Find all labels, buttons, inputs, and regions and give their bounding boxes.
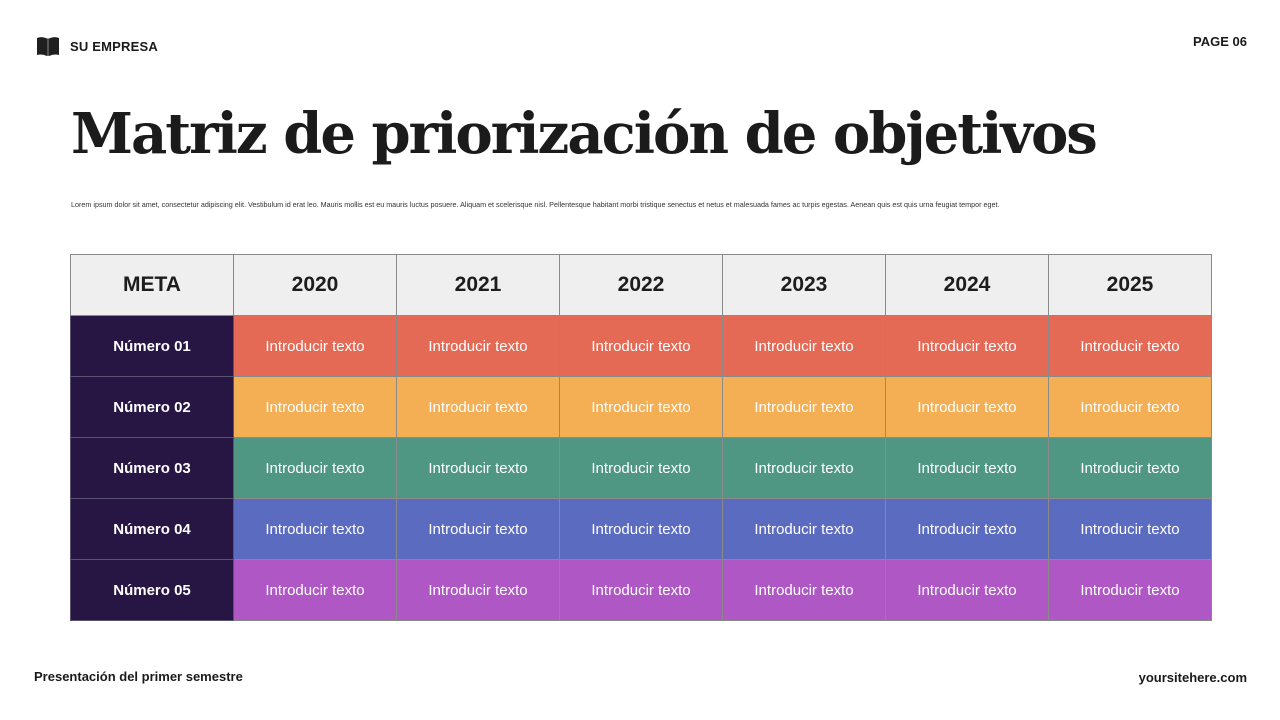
open-book-icon — [36, 35, 60, 57]
table-cell[interactable]: Introducir texto — [722, 315, 886, 377]
priority-matrix-table: META 2020 2021 2022 2023 2024 2025 Númer… — [70, 254, 1212, 621]
table-row: Número 04 Introducir texto Introducir te… — [70, 498, 1212, 560]
table-cell[interactable]: Introducir texto — [1048, 559, 1212, 621]
table-cell[interactable]: Introducir texto — [233, 498, 397, 560]
row-label: Número 03 — [70, 437, 234, 499]
table-cell[interactable]: Introducir texto — [233, 559, 397, 621]
header-year-2024: 2024 — [885, 254, 1049, 316]
table-cell[interactable]: Introducir texto — [559, 559, 723, 621]
table-cell[interactable]: Introducir texto — [722, 498, 886, 560]
table-cell[interactable]: Introducir texto — [1048, 437, 1212, 499]
table-cell[interactable]: Introducir texto — [559, 437, 723, 499]
row-label: Número 04 — [70, 498, 234, 560]
header-row: META 2020 2021 2022 2023 2024 2025 — [70, 254, 1212, 316]
table-row: Número 02 Introducir texto Introducir te… — [70, 376, 1212, 438]
row-label: Número 02 — [70, 376, 234, 438]
description: Lorem ipsum dolor sit amet, consectetur … — [71, 200, 1000, 209]
table-cell[interactable]: Introducir texto — [885, 376, 1049, 438]
table-cell[interactable]: Introducir texto — [1048, 376, 1212, 438]
header-year-2021: 2021 — [396, 254, 560, 316]
header-year-2023: 2023 — [722, 254, 886, 316]
table-cell[interactable]: Introducir texto — [722, 559, 886, 621]
brand: SU EMPRESA — [36, 35, 158, 57]
header-meta: META — [70, 254, 234, 316]
page-number: PAGE 06 — [1193, 34, 1247, 49]
page-title: Matriz de priorización de objetivos — [71, 101, 1098, 167]
table-cell[interactable]: Introducir texto — [233, 315, 397, 377]
table-cell[interactable]: Introducir texto — [559, 498, 723, 560]
table-cell[interactable]: Introducir texto — [1048, 498, 1212, 560]
table-cell[interactable]: Introducir texto — [396, 559, 560, 621]
header-year-2025: 2025 — [1048, 254, 1212, 316]
header-year-2022: 2022 — [559, 254, 723, 316]
footer-presentation-title: Presentación del primer semestre — [34, 669, 243, 684]
table-cell[interactable]: Introducir texto — [885, 559, 1049, 621]
table-cell[interactable]: Introducir texto — [559, 376, 723, 438]
table-cell[interactable]: Introducir texto — [396, 498, 560, 560]
header-year-2020: 2020 — [233, 254, 397, 316]
footer-website: yoursitehere.com — [1138, 670, 1247, 685]
table-row: Número 03 Introducir texto Introducir te… — [70, 437, 1212, 499]
table-cell[interactable]: Introducir texto — [1048, 315, 1212, 377]
row-label: Número 05 — [70, 559, 234, 621]
table-cell[interactable]: Introducir texto — [559, 315, 723, 377]
table-cell[interactable]: Introducir texto — [722, 376, 886, 438]
table-cell[interactable]: Introducir texto — [233, 376, 397, 438]
table-cell[interactable]: Introducir texto — [396, 315, 560, 377]
table-row: Número 05 Introducir texto Introducir te… — [70, 559, 1212, 621]
table-cell[interactable]: Introducir texto — [233, 437, 397, 499]
table-cell[interactable]: Introducir texto — [885, 315, 1049, 377]
brand-name: SU EMPRESA — [70, 38, 158, 54]
table-row: Número 01 Introducir texto Introducir te… — [70, 315, 1212, 377]
table-cell[interactable]: Introducir texto — [722, 437, 886, 499]
table-cell[interactable]: Introducir texto — [885, 437, 1049, 499]
table-cell[interactable]: Introducir texto — [885, 498, 1049, 560]
table-cell[interactable]: Introducir texto — [396, 376, 560, 438]
row-label: Número 01 — [70, 315, 234, 377]
table-cell[interactable]: Introducir texto — [396, 437, 560, 499]
